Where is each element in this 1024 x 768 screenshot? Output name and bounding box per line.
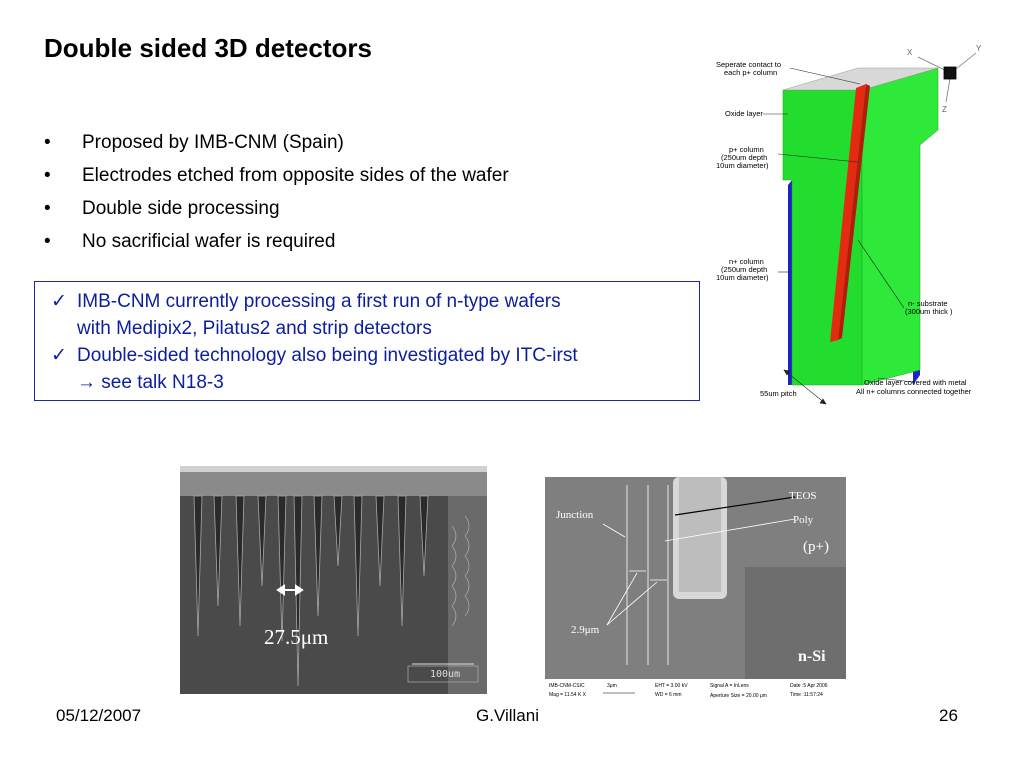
check-text-line: with Medipix2, Pilatus2 and strip detect… [77,318,432,339]
poly-label: Poly [793,514,814,526]
width-label: 2.9μm [571,624,600,636]
sem-image-cross-section: 100um 27.5μm [180,466,487,694]
bullet-icon: • [44,132,51,153]
check-text-line: IMB-CNM currently processing a first run… [77,291,561,312]
n-column-label: (250um depth [721,265,767,274]
n-si-label: n-Si [798,648,826,665]
talk-reference: see talk N18-3 [101,372,224,393]
contact-label: Seperate contact to [716,60,781,69]
p-plus-column [830,84,866,342]
bullet-icon: • [44,198,51,219]
sem2-info: 3μm [607,683,617,689]
checkmark-icon: ✓ [51,345,67,366]
p-column-label: p+ column [729,145,764,154]
checkmark-icon: ✓ [51,291,67,312]
highlight-box: ✓ IMB-CNM currently processing a first r… [34,281,700,401]
detector-3d-diagram: X Y Z Seperate contact to each p+ column… [716,44,982,405]
bullet-text: Double side processing [82,198,280,219]
sem2-info: Time :11:57:24 [790,692,823,698]
check-item: ✓ Double-sided technology also being inv… [47,342,689,396]
teos-label: TEOS [789,490,817,502]
footer-date: 05/12/2007 [56,706,142,725]
sem1-scale-label: 100um [430,669,460,680]
sem2-info: Mag = 11.54 K X [549,692,587,698]
axis-z-label: Z [942,105,947,114]
arrow-right-icon: → [77,372,96,393]
bullet-item: • Proposed by IMB-CNM (Spain) [44,126,509,159]
check-text-line: Double-sided technology also being inves… [77,345,578,366]
substrate-label: n- substrate [908,299,948,308]
axis-y-label: Y [976,44,982,53]
footer-page-number: 26 [939,706,958,725]
metal-label: Oxide layer covered with metal [864,378,967,387]
oxide-label: Oxide layer [725,109,763,118]
substrate-label: (300um thick ) [905,307,953,316]
substrate-top-face [782,67,939,91]
sem2-info: Date :5 Apr 2006 [790,683,828,689]
footer-author: G.Villani [476,706,539,725]
p-plus-column-shade [838,84,870,340]
sem-image-render: 100um 27.5μm [180,466,487,694]
metal-label: All n+ columns connected together [856,387,972,396]
sem2-info: Aperture Size = 20.00 μm [710,693,767,699]
junction-label: Junction [556,509,594,521]
sem2-info: Signal A = InLens [710,683,749,689]
sem1-measurement-label: 27.5μm [264,625,328,649]
slide-title: Double sided 3D detectors [44,33,372,63]
n-column-label: n+ column [729,257,764,266]
sem2-info: WD = 6 mm [655,692,682,698]
sem2-info: IMB-CNM-CSIC [549,683,585,689]
bullet-item: • Electrodes etched from opposite sides o… [44,159,509,192]
substrate-side-face [861,67,939,386]
sem-image-junction: TEOS Poly Junction (p+) 2.9μm n-Si IMB-C… [545,477,846,702]
check-item: ✓ IMB-CNM currently processing a first r… [47,288,689,342]
n-plus-column [788,180,792,385]
axis-triad-icon [917,52,977,103]
bullet-text: Electrodes etched from opposite sides of… [82,165,509,186]
pitch-arrow [783,369,827,405]
p-column-label: (250um depth [721,153,767,162]
contact-label: each p+ column [724,68,777,77]
pitch-label: 55um pitch [760,389,797,398]
sem2-info: EHT = 3.00 kV [655,683,688,689]
width-arrow-icon [276,584,304,596]
n-column-label: 10um diameter) [716,273,769,282]
bullet-icon: • [44,165,51,186]
bullet-item: • No sacrificial wafer is required [44,225,509,258]
bullet-text: No sacrificial wafer is required [82,231,336,252]
sem-image-render: TEOS Poly Junction (p+) 2.9μm n-Si IMB-C… [545,477,846,702]
bullet-text: Proposed by IMB-CNM (Spain) [82,132,344,153]
p-plus-label: (p+) [803,539,829,555]
bullet-item: • Double side processing [44,192,509,225]
p-column-label: 10um diameter) [716,161,769,170]
bullet-icon: • [44,231,51,252]
axis-x-label: X [907,48,913,57]
bullet-list: • Proposed by IMB-CNM (Spain) • Electrodes… [44,126,509,258]
